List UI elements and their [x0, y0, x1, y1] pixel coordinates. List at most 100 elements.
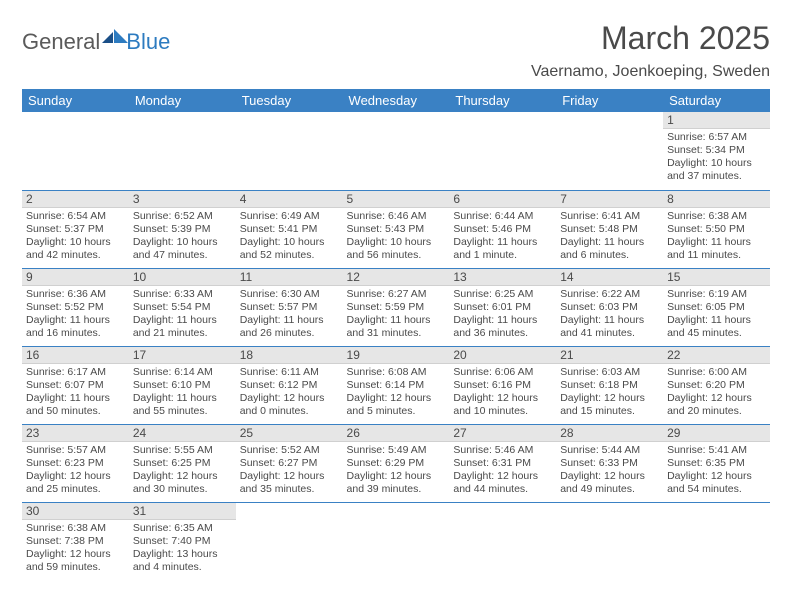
day-details: Sunrise: 6:19 AMSunset: 6:05 PMDaylight:… [663, 286, 770, 345]
day-details: Sunrise: 6:49 AMSunset: 5:41 PMDaylight:… [236, 208, 343, 267]
sunset-text: Sunset: 6:01 PM [453, 301, 552, 314]
calendar-cell: 24Sunrise: 5:55 AMSunset: 6:25 PMDayligh… [129, 424, 236, 502]
daylight-text: Daylight: 11 hours and 31 minutes. [347, 314, 446, 340]
sunrise-text: Sunrise: 6:38 AM [26, 522, 125, 535]
day-details: Sunrise: 6:08 AMSunset: 6:14 PMDaylight:… [343, 364, 450, 423]
calendar-cell [449, 502, 556, 580]
day-details: Sunrise: 6:03 AMSunset: 6:18 PMDaylight:… [556, 364, 663, 423]
day-number: 20 [449, 347, 556, 364]
sunset-text: Sunset: 6:31 PM [453, 457, 552, 470]
day-number: 13 [449, 269, 556, 286]
calendar-cell: 16Sunrise: 6:17 AMSunset: 6:07 PMDayligh… [22, 346, 129, 424]
sunset-text: Sunset: 6:10 PM [133, 379, 232, 392]
day-details: Sunrise: 6:30 AMSunset: 5:57 PMDaylight:… [236, 286, 343, 345]
daylight-text: Daylight: 13 hours and 4 minutes. [133, 548, 232, 574]
sunrise-text: Sunrise: 6:30 AM [240, 288, 339, 301]
calendar-row: 23Sunrise: 5:57 AMSunset: 6:23 PMDayligh… [22, 424, 770, 502]
sunrise-text: Sunrise: 6:11 AM [240, 366, 339, 379]
sunset-text: Sunset: 6:03 PM [560, 301, 659, 314]
sunset-text: Sunset: 6:05 PM [667, 301, 766, 314]
day-details: Sunrise: 6:27 AMSunset: 5:59 PMDaylight:… [343, 286, 450, 345]
brand-text-2: Blue [126, 29, 170, 55]
sunset-text: Sunset: 6:20 PM [667, 379, 766, 392]
sunrise-text: Sunrise: 5:41 AM [667, 444, 766, 457]
sunset-text: Sunset: 5:54 PM [133, 301, 232, 314]
calendar-cell: 28Sunrise: 5:44 AMSunset: 6:33 PMDayligh… [556, 424, 663, 502]
sunset-text: Sunset: 6:27 PM [240, 457, 339, 470]
sunset-text: Sunset: 6:12 PM [240, 379, 339, 392]
calendar-cell: 4Sunrise: 6:49 AMSunset: 5:41 PMDaylight… [236, 190, 343, 268]
daylight-text: Daylight: 12 hours and 30 minutes. [133, 470, 232, 496]
day-number: 1 [663, 112, 770, 129]
day-number: 3 [129, 191, 236, 208]
sunrise-text: Sunrise: 6:22 AM [560, 288, 659, 301]
sunrise-text: Sunrise: 6:38 AM [667, 210, 766, 223]
daylight-text: Daylight: 12 hours and 0 minutes. [240, 392, 339, 418]
day-details: Sunrise: 6:46 AMSunset: 5:43 PMDaylight:… [343, 208, 450, 267]
day-number [22, 112, 129, 128]
calendar-cell: 19Sunrise: 6:08 AMSunset: 6:14 PMDayligh… [343, 346, 450, 424]
daylight-text: Daylight: 12 hours and 15 minutes. [560, 392, 659, 418]
day-details: Sunrise: 6:38 AMSunset: 7:38 PMDaylight:… [22, 520, 129, 579]
daylight-text: Daylight: 12 hours and 5 minutes. [347, 392, 446, 418]
daylight-text: Daylight: 12 hours and 59 minutes. [26, 548, 125, 574]
day-number: 24 [129, 425, 236, 442]
day-number: 7 [556, 191, 663, 208]
calendar-cell: 31Sunrise: 6:35 AMSunset: 7:40 PMDayligh… [129, 502, 236, 580]
calendar-row: 2Sunrise: 6:54 AMSunset: 5:37 PMDaylight… [22, 190, 770, 268]
calendar-cell [343, 502, 450, 580]
calendar-cell: 20Sunrise: 6:06 AMSunset: 6:16 PMDayligh… [449, 346, 556, 424]
sunrise-text: Sunrise: 6:57 AM [667, 131, 766, 144]
sunrise-text: Sunrise: 6:52 AM [133, 210, 232, 223]
calendar-cell: 22Sunrise: 6:00 AMSunset: 6:20 PMDayligh… [663, 346, 770, 424]
header: General Blue March 2025 Vaernamo, Joenko… [22, 20, 770, 81]
day-number: 12 [343, 269, 450, 286]
sunset-text: Sunset: 6:16 PM [453, 379, 552, 392]
calendar-cell: 6Sunrise: 6:44 AMSunset: 5:46 PMDaylight… [449, 190, 556, 268]
page-title: March 2025 [531, 20, 770, 57]
day-number: 19 [343, 347, 450, 364]
daylight-text: Daylight: 12 hours and 54 minutes. [667, 470, 766, 496]
calendar-cell [129, 112, 236, 190]
sunrise-text: Sunrise: 6:25 AM [453, 288, 552, 301]
sunset-text: Sunset: 5:52 PM [26, 301, 125, 314]
sunset-text: Sunset: 5:39 PM [133, 223, 232, 236]
calendar-cell: 13Sunrise: 6:25 AMSunset: 6:01 PMDayligh… [449, 268, 556, 346]
calendar-cell [556, 112, 663, 190]
calendar-row: 9Sunrise: 6:36 AMSunset: 5:52 PMDaylight… [22, 268, 770, 346]
calendar-cell: 11Sunrise: 6:30 AMSunset: 5:57 PMDayligh… [236, 268, 343, 346]
calendar-cell: 30Sunrise: 6:38 AMSunset: 7:38 PMDayligh… [22, 502, 129, 580]
sunset-text: Sunset: 6:23 PM [26, 457, 125, 470]
daylight-text: Daylight: 11 hours and 21 minutes. [133, 314, 232, 340]
sunset-text: Sunset: 7:38 PM [26, 535, 125, 548]
calendar-cell: 5Sunrise: 6:46 AMSunset: 5:43 PMDaylight… [343, 190, 450, 268]
day-details: Sunrise: 5:41 AMSunset: 6:35 PMDaylight:… [663, 442, 770, 501]
day-details: Sunrise: 6:38 AMSunset: 5:50 PMDaylight:… [663, 208, 770, 267]
calendar-cell: 15Sunrise: 6:19 AMSunset: 6:05 PMDayligh… [663, 268, 770, 346]
daylight-text: Daylight: 12 hours and 49 minutes. [560, 470, 659, 496]
sunrise-text: Sunrise: 6:36 AM [26, 288, 125, 301]
sunrise-text: Sunrise: 6:03 AM [560, 366, 659, 379]
day-details: Sunrise: 6:57 AMSunset: 5:34 PMDaylight:… [663, 129, 770, 188]
calendar-row: 1Sunrise: 6:57 AMSunset: 5:34 PMDaylight… [22, 112, 770, 190]
day-details: Sunrise: 6:00 AMSunset: 6:20 PMDaylight:… [663, 364, 770, 423]
day-details: Sunrise: 6:22 AMSunset: 6:03 PMDaylight:… [556, 286, 663, 345]
day-details: Sunrise: 5:57 AMSunset: 6:23 PMDaylight:… [22, 442, 129, 501]
sunrise-text: Sunrise: 6:35 AM [133, 522, 232, 535]
sunset-text: Sunset: 6:33 PM [560, 457, 659, 470]
daylight-text: Daylight: 11 hours and 55 minutes. [133, 392, 232, 418]
day-details: Sunrise: 5:55 AMSunset: 6:25 PMDaylight:… [129, 442, 236, 501]
sunrise-text: Sunrise: 5:49 AM [347, 444, 446, 457]
sunrise-text: Sunrise: 6:46 AM [347, 210, 446, 223]
daylight-text: Daylight: 11 hours and 11 minutes. [667, 236, 766, 262]
day-number: 15 [663, 269, 770, 286]
calendar-cell: 21Sunrise: 6:03 AMSunset: 6:18 PMDayligh… [556, 346, 663, 424]
day-number: 31 [129, 503, 236, 520]
sunrise-text: Sunrise: 5:46 AM [453, 444, 552, 457]
day-number: 25 [236, 425, 343, 442]
sunset-text: Sunset: 5:34 PM [667, 144, 766, 157]
daylight-text: Daylight: 12 hours and 10 minutes. [453, 392, 552, 418]
calendar-cell: 3Sunrise: 6:52 AMSunset: 5:39 PMDaylight… [129, 190, 236, 268]
day-details: Sunrise: 6:52 AMSunset: 5:39 PMDaylight:… [129, 208, 236, 267]
sunrise-text: Sunrise: 6:49 AM [240, 210, 339, 223]
